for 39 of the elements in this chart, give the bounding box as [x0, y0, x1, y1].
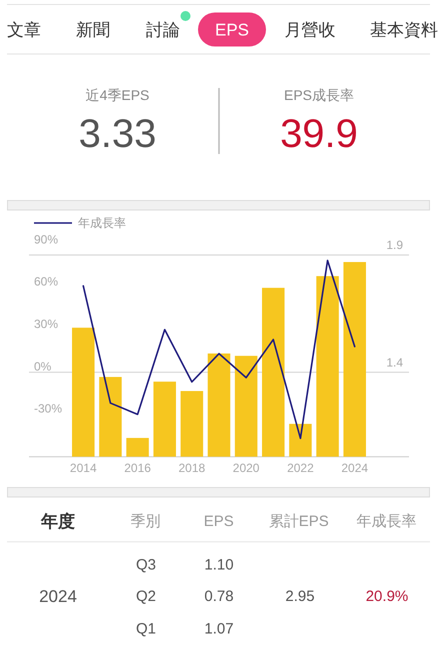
y2-tick-label: 90% — [34, 232, 58, 246]
text: 新聞 — [76, 20, 110, 40]
text: EPS — [204, 513, 234, 530]
text: 3.33 — [78, 112, 156, 156]
text: 月營收 — [284, 20, 336, 40]
y2-tick-label: 60% — [34, 274, 58, 289]
x-tick-label: 2014 — [70, 461, 97, 475]
x-tick-label: 2020 — [232, 461, 260, 475]
x-tick-label: 2018 — [178, 461, 206, 475]
y-tick-label: 1.9 — [386, 238, 404, 252]
text: 1.07 — [204, 620, 234, 638]
x-tick-label: 2022 — [287, 461, 314, 475]
text: EPS — [214, 20, 250, 40]
text: 2.95 — [285, 588, 315, 606]
text: Q1 — [136, 620, 156, 638]
text: 年度 — [40, 512, 75, 532]
text: Q2 — [136, 588, 156, 606]
text: 2024 — [39, 587, 77, 606]
text: Q3 — [136, 556, 156, 574]
text: 20.9% — [366, 588, 408, 606]
x-tick-label: 2016 — [124, 461, 152, 475]
text: 0.78 — [204, 588, 234, 606]
line-series — [82, 260, 356, 440]
x-tick-label: 2024 — [341, 461, 368, 475]
text: EPS成長率 — [284, 87, 354, 103]
y2-tick-label: 0% — [34, 359, 52, 374]
y2-tick-label: -30% — [34, 402, 62, 416]
text: 年成長率 — [356, 513, 417, 530]
text: 討論 — [146, 20, 180, 40]
text: 1.10 — [204, 556, 234, 574]
y-tick-label: 1.4 — [386, 355, 404, 370]
text: 近4季EPS — [86, 87, 150, 103]
text: 文章 — [7, 20, 41, 40]
legend-label: 年成長率 — [78, 216, 126, 230]
y2-tick-label: 30% — [34, 317, 58, 331]
text: 39.9 — [280, 112, 358, 156]
text: 基本資料 — [370, 20, 438, 40]
text: 累計EPS — [268, 513, 329, 530]
text: 季別 — [130, 513, 161, 530]
